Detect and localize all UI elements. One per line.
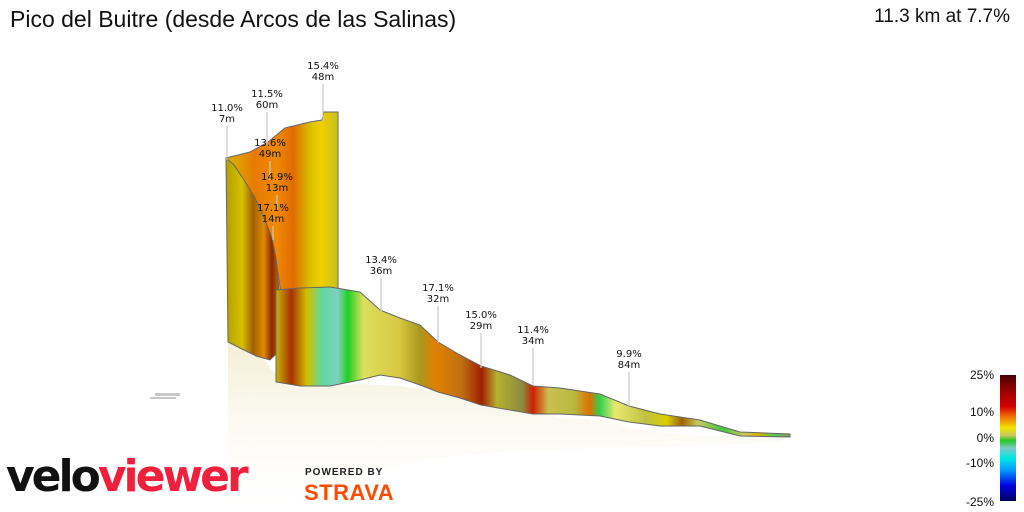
veloviewer-logo: veloviewer [6,451,249,502]
profile-front-face [275,286,791,438]
legend-label-neg10: -10% [965,456,994,470]
route-summary: 11.3 km at 7.7% [874,6,1010,27]
shadow-mark [150,393,180,399]
grade-label: 11.5% 60m [251,89,283,111]
grade-label: 11.0% 7m [211,103,243,125]
profile-reflection [228,340,790,512]
grade-label: 13.6% 49m [254,138,286,160]
profile-left-wall [225,156,281,361]
grade-label: 14.9% 13m [261,172,293,194]
legend-label-10: 10% [969,405,994,419]
grade-label: 11.4% 34m [517,325,549,347]
gradient-color-legend [1000,375,1016,501]
legend-label-neg25: -25% [965,495,994,509]
grade-label: 9.9% 84m [616,349,642,371]
grade-label: 17.1% 32m [422,283,454,305]
grade-label: 13.4% 36m [365,255,397,277]
powered-by-label: POWERED BY [305,467,384,478]
grade-label: 15.0% 29m [465,310,497,332]
legend-label-0: 0% [976,431,994,445]
grade-label: 17.1% 14m [257,203,289,225]
annotation-leaders [226,84,630,408]
strava-logo: STRAVA [304,480,395,505]
route-title: Pico del Buitre (desde Arcos de las Sali… [10,6,457,32]
legend-label-25: 25% [969,368,994,382]
grade-label: 15.4% 48m [307,61,339,83]
